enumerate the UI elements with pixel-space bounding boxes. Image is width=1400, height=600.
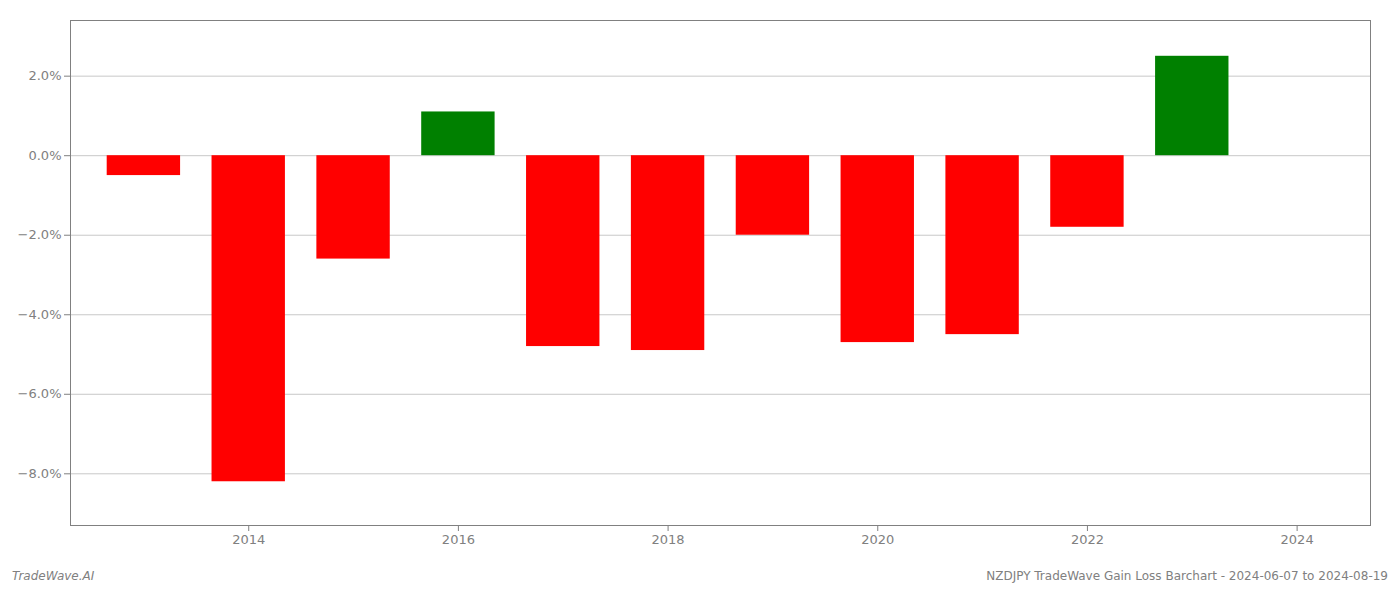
svg-text:−2.0%: −2.0% [18, 227, 62, 242]
svg-text:−4.0%: −4.0% [18, 307, 62, 322]
svg-text:2018: 2018 [652, 532, 685, 547]
svg-text:2022: 2022 [1071, 532, 1104, 547]
html-text:TradeWave.AI: TradeWave.AI [12, 569, 95, 583]
svg-text:2016: 2016 [442, 532, 475, 547]
svg-text:−8.0%: −8.0% [18, 466, 62, 481]
svg-text:2020: 2020 [861, 532, 894, 547]
svg-text:−6.0%: −6.0% [18, 386, 62, 401]
svg-text:2.0%: 2.0% [28, 68, 61, 83]
html-text:NZDJPY TradeWave Gain Loss Bar: NZDJPY TradeWave Gain Loss Barchart - 20… [986, 569, 1388, 583]
svg-text:2024: 2024 [1281, 532, 1314, 547]
svg-text:2014: 2014 [232, 532, 265, 547]
svg-text:0.0%: 0.0% [28, 148, 61, 163]
